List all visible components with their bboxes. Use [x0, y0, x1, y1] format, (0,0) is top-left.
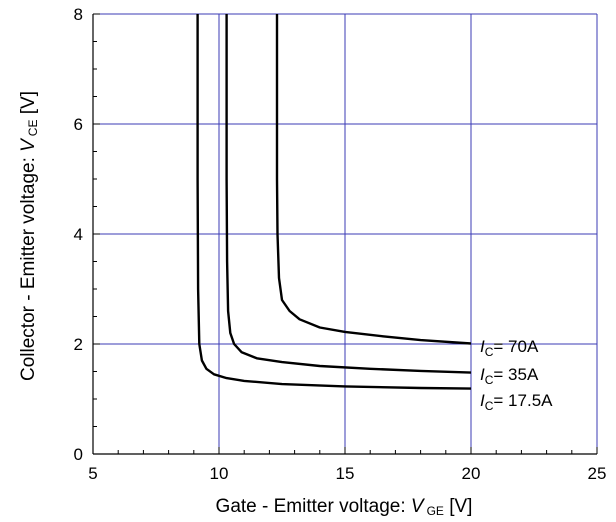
x-tick-label: 25	[588, 464, 607, 483]
series-label: IC= 17.5A	[480, 391, 553, 413]
series-line	[225, 14, 472, 374]
series-label-subscript: C	[485, 373, 494, 387]
x-axis-title-suffix: [V]	[444, 496, 473, 517]
series-label-symbol: I	[480, 337, 485, 356]
y-tick-labels: 0 2 4 6 8	[74, 5, 83, 464]
series-label-text: = 17.5A	[493, 391, 553, 410]
y-tick-label: 8	[74, 5, 83, 24]
x-tick-label: 15	[336, 464, 355, 483]
y-axis-title-subscript: CE	[26, 120, 40, 137]
y-tick-label: 2	[74, 335, 83, 354]
series-label-subscript: C	[485, 399, 494, 413]
axis-ticks	[92, 13, 598, 455]
series-label-text: = 70A	[493, 337, 539, 356]
series-label-symbol: I	[480, 365, 485, 384]
y-axis-title-prefix: Collector - Emitter voltage:	[18, 152, 39, 381]
series-label-text: = 35A	[493, 365, 539, 384]
y-tick-label: 0	[74, 445, 83, 464]
x-axis-title-symbol: V	[411, 496, 426, 517]
y-axis-title: Collector - Emitter voltage: VCE [V]	[18, 91, 40, 381]
y-axis-title-symbol: V	[18, 137, 39, 152]
x-tick-label: 10	[210, 464, 229, 483]
x-tick-labels: 5 10 15 20 25	[88, 464, 606, 483]
y-tick-label: 6	[74, 115, 83, 134]
series-line	[275, 14, 472, 345]
x-tick-label: 20	[462, 464, 481, 483]
series-label-symbol: I	[480, 391, 485, 410]
series-line	[196, 14, 472, 390]
y-axis-title-suffix: [V]	[18, 91, 39, 120]
series-lines	[196, 14, 472, 390]
series-label-subscript: C	[485, 345, 494, 359]
x-tick-label: 5	[88, 464, 97, 483]
series-label: IC= 70A	[480, 337, 539, 359]
x-axis-title-subscript: GE	[427, 504, 444, 518]
y-tick-label: 4	[74, 225, 83, 244]
x-axis-title: Gate - Emitter voltage: V GE [V]	[216, 496, 473, 518]
series-label: IC= 35A	[480, 365, 539, 387]
x-axis-title-prefix: Gate - Emitter voltage:	[216, 496, 411, 517]
grid	[93, 13, 598, 454]
